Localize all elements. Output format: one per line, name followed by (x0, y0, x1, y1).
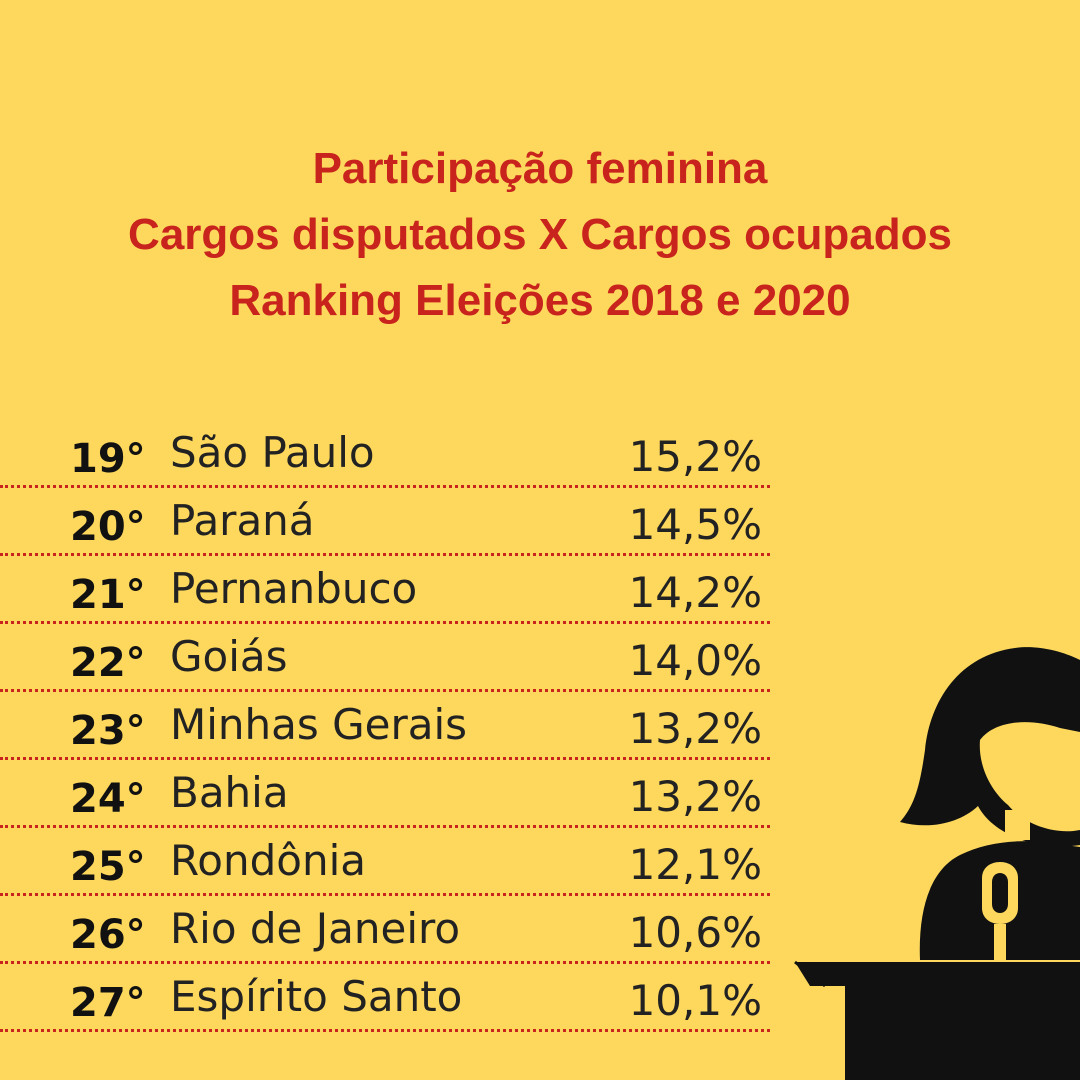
state-name: São Paulo (170, 428, 375, 477)
microphone-stand (994, 924, 1006, 964)
face-shape (979, 722, 1080, 832)
neck-shape (1005, 810, 1030, 840)
rank-number: 25° (70, 844, 146, 890)
rank-number: 23° (70, 708, 146, 754)
percentage-value: 13,2% (628, 704, 762, 753)
state-name: Pernanbuco (170, 564, 418, 613)
rank-number: 21° (70, 572, 146, 618)
ranking-row: 21° Pernanbuco 14,2% (0, 556, 770, 624)
rank-number: 19° (70, 436, 146, 482)
ranking-row: 22° Goiás 14,0% (0, 624, 770, 692)
title-line-2: Cargos disputados X Cargos ocupados (128, 210, 952, 259)
woman-speaker-at-podium-icon (794, 647, 1080, 1080)
state-name: Minhas Gerais (170, 700, 468, 749)
title-line-1: Participação feminina (312, 144, 768, 193)
microphone-head (992, 873, 1008, 913)
percentage-value: 10,1% (628, 976, 762, 1025)
title-line-3: Ranking Eleições 2018 e 2020 (229, 276, 851, 325)
rank-number: 22° (70, 640, 146, 686)
podium-top (795, 962, 1080, 986)
podium-edge (794, 960, 826, 988)
state-name: Paraná (170, 496, 315, 545)
ranking-row: 25° Rondônia 12,1% (0, 828, 770, 896)
percentage-value: 15,2% (628, 432, 762, 481)
percentage-value: 14,5% (628, 500, 762, 549)
state-name: Rondônia (170, 836, 366, 885)
percentage-value: 13,2% (628, 772, 762, 821)
percentage-value: 12,1% (628, 840, 762, 889)
ranking-row: 20° Paraná 14,5% (0, 488, 770, 556)
ranking-row: 27° Espírito Santo 10,1% (0, 964, 770, 1032)
ranking-row: 26° Rio de Janeiro 10,6% (0, 896, 770, 964)
page-title: Participação feminina Cargos disputados … (0, 136, 1080, 334)
rank-number: 24° (70, 776, 146, 822)
rank-number: 20° (70, 504, 146, 550)
percentage-value: 10,6% (628, 908, 762, 957)
rank-number: 27° (70, 980, 146, 1026)
ranking-list: 19° São Paulo 15,2% 20° Paraná 14,5% 21°… (0, 420, 770, 1032)
podium-body (845, 986, 1080, 1080)
ranking-row: 19° São Paulo 15,2% (0, 420, 770, 488)
percentage-value: 14,2% (628, 568, 762, 617)
state-name: Espírito Santo (170, 972, 463, 1021)
state-name: Bahia (170, 768, 289, 817)
percentage-value: 14,0% (628, 636, 762, 685)
state-name: Rio de Janeiro (170, 904, 461, 953)
rank-number: 26° (70, 912, 146, 958)
ranking-row: 23° Minhas Gerais 13,2% (0, 692, 770, 760)
state-name: Goiás (170, 632, 288, 681)
ranking-row: 24° Bahia 13,2% (0, 760, 770, 828)
